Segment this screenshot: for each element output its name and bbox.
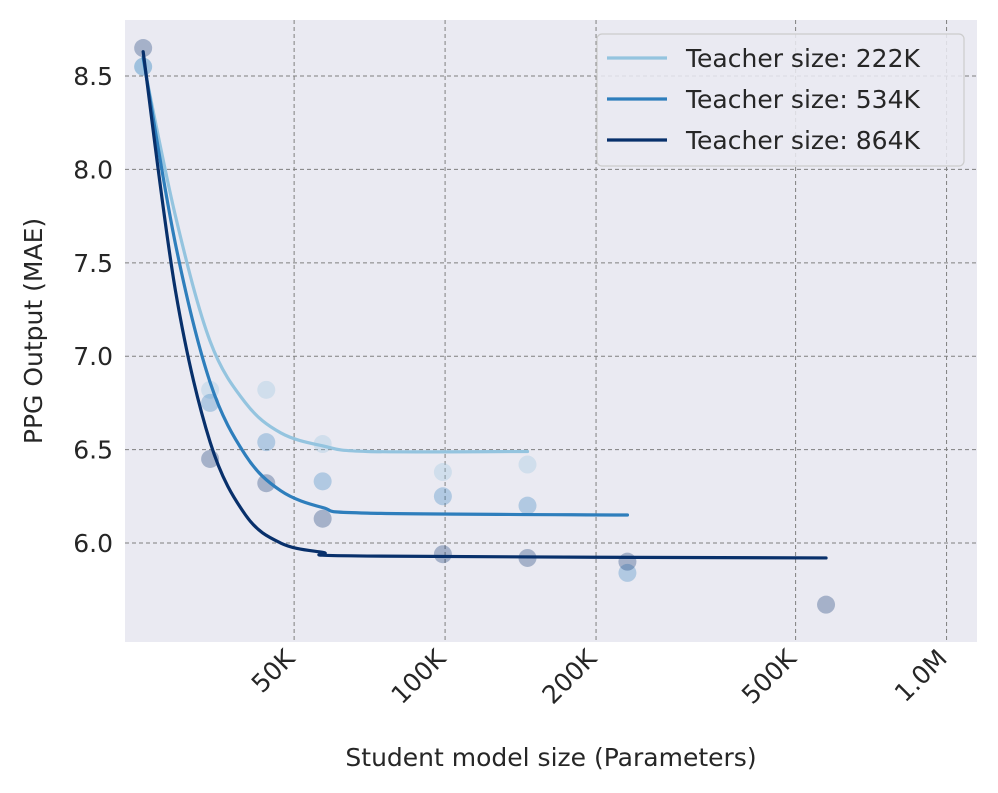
series-line [141,59,530,454]
y-tick-label: 6.5 [73,436,113,465]
y-axis: 6.0 6.5 7.0 7.5 8.0 8.5 [73,62,113,558]
scatter-point [313,472,332,491]
scatter-point [618,552,637,571]
series-line [141,55,630,517]
x-axis: 50K 100K 200K 500K 1.0M [246,643,953,709]
scatter-point [134,39,153,58]
y-tick-label: 7.5 [73,249,113,278]
scatter-point [257,433,276,452]
x-tick-label: 50K [246,643,301,698]
y-axis-label: PPG Output (MAE) [19,218,48,444]
y-tick-label: 8.0 [73,155,113,184]
y-tick-label: 6.0 [73,529,113,558]
legend-label: Teacher size: 864K [685,126,920,155]
scatter-point [313,509,332,528]
x-axis-label: Student model size (Parameters) [345,743,756,772]
legend-label: Teacher size: 534K [685,85,920,114]
scatter-point [817,595,836,614]
fit-lines [141,50,828,560]
grid [125,20,977,642]
scatter-point [433,463,452,482]
scatter-point [618,563,637,582]
series-line [141,50,828,560]
x-tick-label: 1.0M [889,644,953,708]
scatter-point [433,487,452,506]
legend: Teacher size: 222K Teacher size: 534K Teac… [596,33,965,167]
scatter-point [257,380,276,399]
x-tick-label: 100K [385,643,451,709]
scatter-point [257,474,276,493]
y-tick-label: 8.5 [73,62,113,91]
x-tick-label: 500K [736,643,802,709]
y-tick-label: 7.0 [73,342,113,371]
scatter-point [518,496,537,515]
scatter-point [518,455,537,474]
scatter-point [433,545,452,564]
legend-box [596,33,965,167]
x-tick-label: 200K [536,643,602,709]
legend-label: Teacher size: 222K [685,44,920,73]
